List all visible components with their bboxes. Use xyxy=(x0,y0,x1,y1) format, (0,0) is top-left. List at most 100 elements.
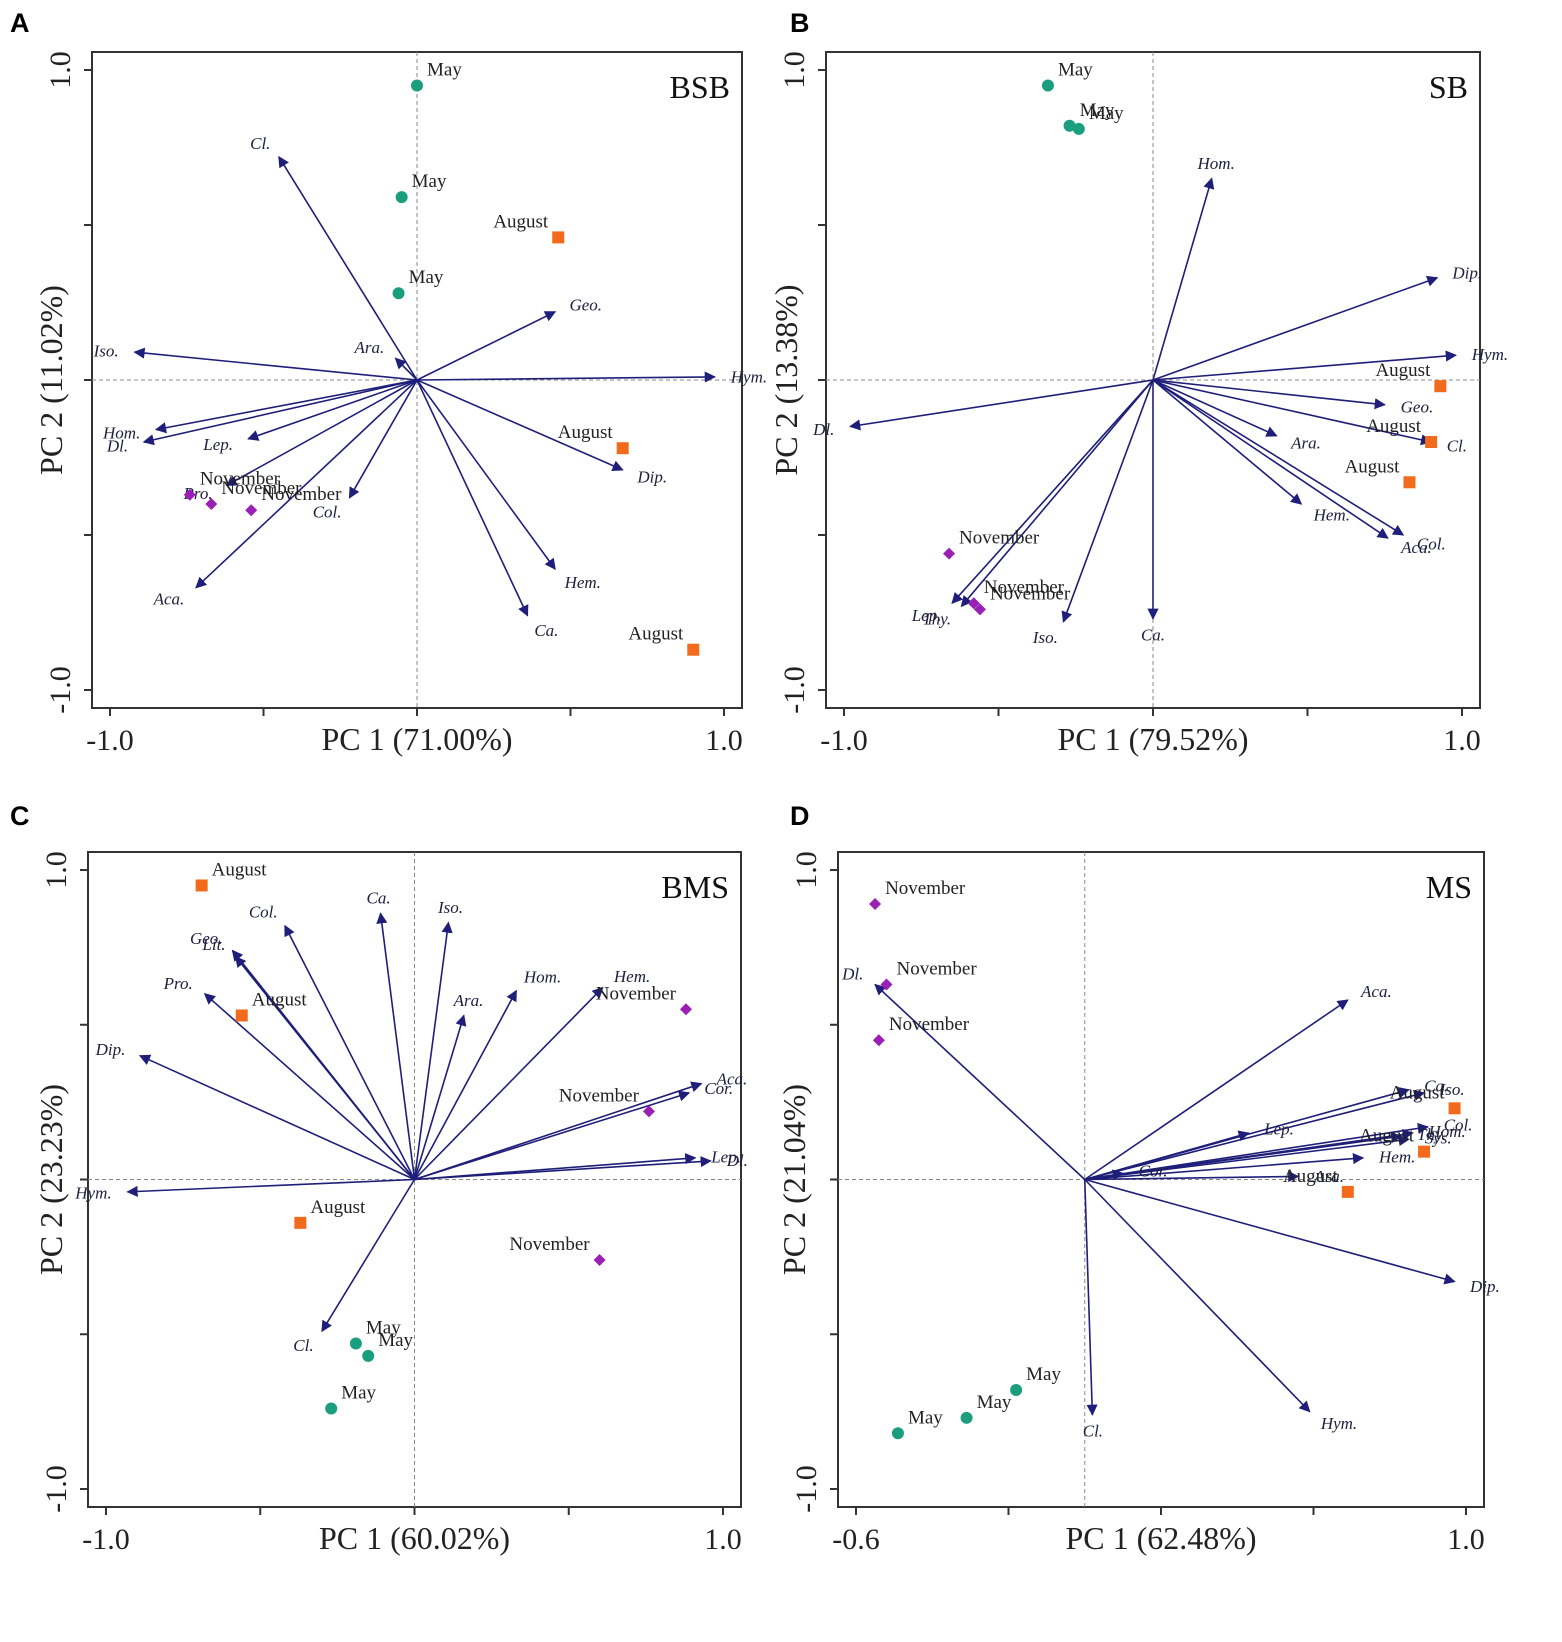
x-tick-label-max: 1.0 xyxy=(1447,1523,1485,1556)
loading-label: Hem. xyxy=(564,573,601,592)
loading-arrow xyxy=(414,1090,691,1181)
loading-arrow xyxy=(278,155,418,381)
score-label: May xyxy=(977,1392,1012,1413)
y-tick-label-max: 1.0 xyxy=(778,51,811,89)
loading-label: Dl. xyxy=(106,437,128,456)
loading-arrow xyxy=(951,379,1154,605)
score-label: November xyxy=(885,878,966,899)
loading-arrow xyxy=(225,379,418,487)
loading-arrow xyxy=(1084,1178,1456,1285)
loading-label: Hom. xyxy=(102,424,140,443)
loading-label: Ara. xyxy=(354,338,385,357)
loading-label: Hym. xyxy=(1320,1414,1357,1433)
score-label: August xyxy=(558,422,614,443)
loading-label: Col. xyxy=(249,902,278,921)
score-point-may xyxy=(392,287,405,300)
loading-label: Cor. xyxy=(704,1079,733,1098)
score-point-november xyxy=(872,1034,885,1047)
loading-label: Hym. xyxy=(730,368,767,387)
score-point-may xyxy=(362,1349,375,1362)
score-point-november xyxy=(642,1105,655,1118)
score-label: May xyxy=(378,1330,413,1351)
loading-arrow xyxy=(960,379,1154,608)
loading-label: Dip. xyxy=(1451,263,1482,282)
loading-label: Ca. xyxy=(1424,1076,1448,1095)
y-axis-title: PC 2 (13.38%) xyxy=(768,284,804,475)
score-point-august xyxy=(1434,380,1447,393)
loading-arrow xyxy=(126,1178,415,1198)
score-label: May xyxy=(1058,60,1093,81)
biplot-panel-a: A -1.0 1.0 1.0 -1.0 PC 1 (71.00%) PC 2 (11.02%… xyxy=(10,8,767,757)
score-point-august xyxy=(1341,1185,1354,1198)
score-label: May xyxy=(1080,100,1115,121)
loading-arrow xyxy=(413,986,604,1181)
site-label: BSB xyxy=(670,69,730,105)
loading-label: Hom. xyxy=(1197,154,1235,173)
y-tick-label-min: -1.0 xyxy=(44,666,77,714)
y-tick-label-min: -1.0 xyxy=(790,1465,823,1513)
score-point-november xyxy=(245,504,258,517)
loading-label: Aca. xyxy=(1360,982,1392,1001)
loading-arrow xyxy=(1061,379,1154,623)
score-label: November xyxy=(200,469,281,490)
loading-label: Lep. xyxy=(710,1148,741,1167)
score-point-november xyxy=(943,547,956,560)
site-label: MS xyxy=(1426,869,1472,905)
x-tick-label-min: -1.0 xyxy=(82,1523,130,1556)
panel-letter-c: C xyxy=(10,801,30,831)
x-tick-label-min: -1.0 xyxy=(820,724,868,757)
loading-label: Geo. xyxy=(1401,398,1434,417)
y-axis-title: PC 2 (11.02%) xyxy=(33,285,69,475)
score-label: November xyxy=(596,983,677,1004)
score-label: August xyxy=(212,859,268,880)
score-label: November xyxy=(559,1085,640,1106)
loading-label: Ca. xyxy=(1141,626,1165,645)
loading-label: Col. xyxy=(1417,534,1446,553)
loading-label: Ara. xyxy=(453,991,484,1010)
score-point-november xyxy=(880,978,893,991)
loading-arrow xyxy=(874,983,1086,1181)
score-point-november xyxy=(205,498,218,510)
loading-label: Iso. xyxy=(93,342,119,361)
loading-label: Ca. xyxy=(534,621,558,640)
loading-label: Cl. xyxy=(293,1336,313,1355)
loading-arrow xyxy=(1084,1128,1414,1181)
loading-arrow xyxy=(1152,350,1457,381)
score-label: November xyxy=(509,1234,590,1255)
score-label: November xyxy=(897,959,978,980)
biplot-panel-b: B -1.0 1.0 1.0 -1.0 PC 1 (79.52%) PC 2 (13.38%… xyxy=(768,8,1508,757)
x-axis-title: PC 1 (71.00%) xyxy=(321,721,512,757)
loading-label: Cl. xyxy=(1447,436,1467,455)
score-label: May xyxy=(1026,1364,1061,1385)
loading-arrow xyxy=(416,379,556,571)
loading-arrow xyxy=(413,921,453,1180)
loading-label: Thy. xyxy=(922,610,951,629)
loading-arrow xyxy=(247,379,418,441)
score-label: November xyxy=(221,478,302,499)
loading-arrow xyxy=(1084,1089,1426,1181)
y-tick-label-min: -1.0 xyxy=(778,666,811,714)
score-label: May xyxy=(341,1383,376,1404)
score-label: August xyxy=(1366,416,1422,437)
loading-arrow xyxy=(1152,379,1386,410)
x-tick-label-min: -1.0 xyxy=(86,724,134,757)
loading-arrow xyxy=(195,379,418,589)
score-label: May xyxy=(1089,103,1124,124)
loading-label: Col. xyxy=(313,503,342,522)
score-point-may xyxy=(1063,119,1076,132)
score-point-november xyxy=(869,898,882,911)
loading-arrow xyxy=(849,379,1154,431)
score-label: August xyxy=(1375,360,1431,381)
score-point-august xyxy=(552,231,565,244)
score-point-november xyxy=(183,488,196,501)
loading-label: Dip. xyxy=(1469,1277,1500,1296)
y-tick-label-max: 1.0 xyxy=(790,851,823,889)
score-label: May xyxy=(908,1407,943,1428)
loading-arrow xyxy=(1152,379,1405,536)
score-point-may xyxy=(960,1411,973,1424)
loading-arrow xyxy=(413,989,518,1180)
site-label: BMS xyxy=(661,869,729,905)
loading-label: Iso. xyxy=(1439,1080,1465,1099)
score-label: May xyxy=(409,267,444,288)
